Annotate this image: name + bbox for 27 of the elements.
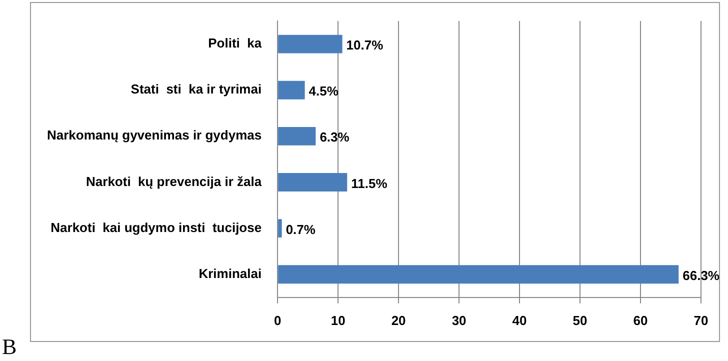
data-label: 10.7%	[346, 38, 384, 53]
data-label: 66.3%	[682, 268, 720, 283]
bar	[278, 80, 305, 100]
text: B	[2, 334, 17, 360]
x-tick-label: 70	[694, 312, 708, 328]
y-tick-label: Narkoti kai ugdymo insti tucijose	[50, 220, 262, 235]
data-label: 11.5%	[351, 176, 388, 191]
y-tick-label: Kriminalai	[198, 266, 262, 281]
x-tick-label: 60	[633, 312, 648, 328]
y-tick-label: Politi ka	[208, 36, 262, 51]
x-tick-label: 10	[330, 312, 346, 328]
data-label: 6.3%	[320, 130, 350, 145]
x-tick-label: 50	[572, 312, 588, 328]
data-label: 0.7%	[286, 222, 316, 237]
data-label: 4.5%	[308, 84, 339, 99]
y-tick-label: Narkomanų gyvenimas ir gydymas	[46, 128, 262, 143]
bar	[278, 265, 679, 284]
bar	[278, 34, 342, 54]
x-tick-label: 30	[452, 312, 466, 328]
bar	[278, 126, 316, 146]
x-tick-label: 40	[512, 312, 527, 328]
y-tick-label: Narkoti kų prevencija ir žala	[86, 174, 262, 189]
bar	[278, 173, 348, 192]
bar	[278, 219, 282, 238]
x-tick-label: 20	[391, 312, 406, 328]
y-tick-label: Stati sti ka ir tyrimai	[130, 82, 262, 97]
x-tick-label: 0	[274, 312, 282, 328]
